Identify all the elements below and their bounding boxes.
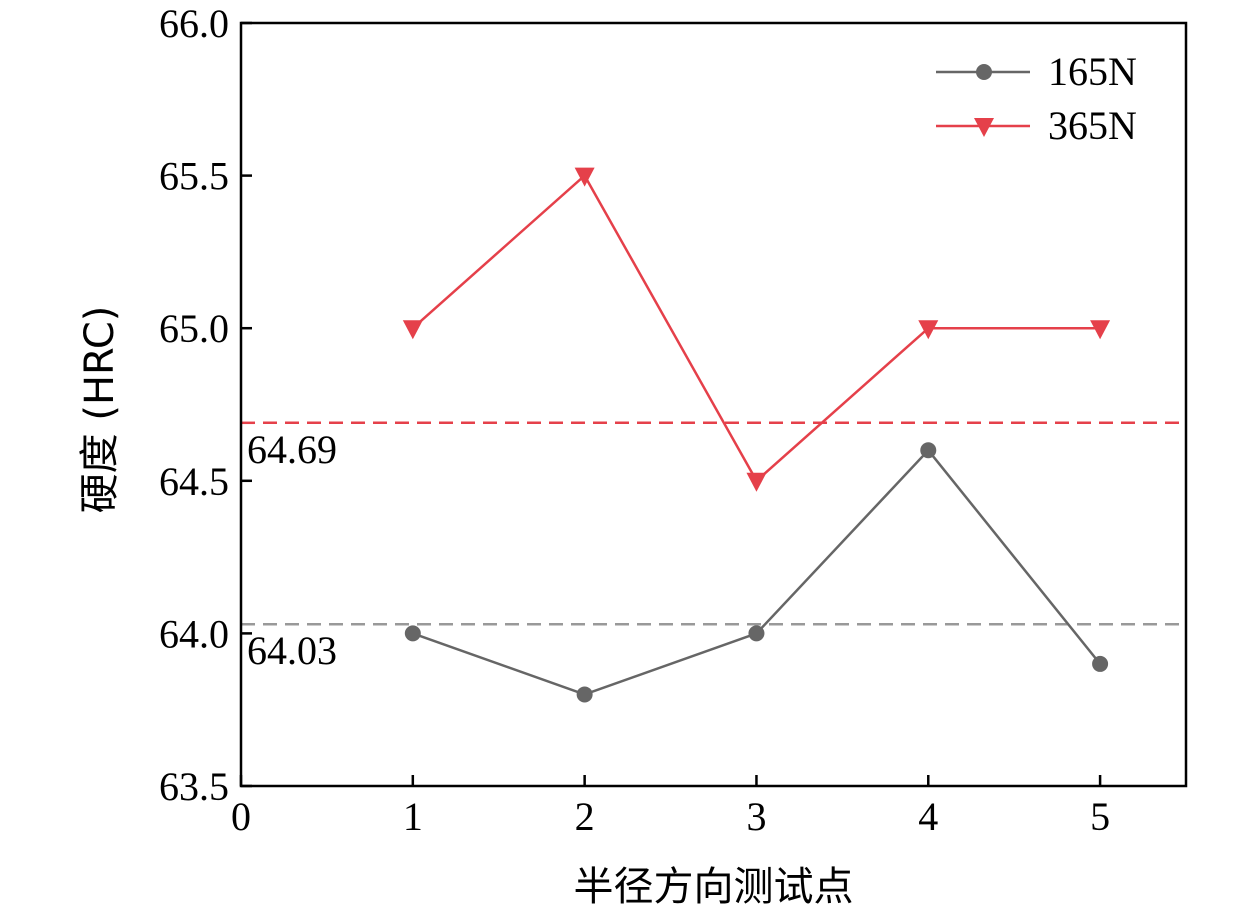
data-point-165N-2 (576, 686, 593, 703)
x-axis-title: 半径方向测试点 (574, 864, 854, 910)
x-tick-label: 2 (575, 794, 595, 839)
y-tick-label: 66.0 (159, 1, 229, 46)
x-tick-label: 4 (918, 794, 938, 839)
data-point-365N-1 (402, 320, 423, 340)
y-tick-label: 64.5 (159, 459, 229, 504)
legend-marker-365N (974, 118, 994, 137)
data-point-365N-5 (1090, 320, 1111, 340)
data-point-365N-3 (746, 472, 767, 492)
data-point-365N-4 (918, 320, 939, 340)
x-tick-label: 1 (403, 794, 423, 839)
legend-label-365N: 365N (1048, 103, 1137, 148)
y-tick-label: 64.0 (159, 611, 229, 656)
legend-label-165N: 165N (1048, 49, 1137, 94)
data-point-365N-2 (574, 167, 595, 187)
x-tick-label: 0 (231, 794, 251, 839)
x-tick-label: 3 (746, 794, 766, 839)
x-tick-label: 5 (1090, 794, 1110, 839)
y-tick-label: 63.5 (159, 764, 229, 809)
data-point-165N-1 (404, 625, 421, 642)
reference-label-165N: 64.03 (247, 628, 337, 673)
y-tick-label: 65.0 (159, 306, 229, 351)
plot-frame (239, 21, 1188, 788)
reference-label-365N: 64.69 (247, 427, 337, 472)
legend: 165N 365N (936, 49, 1137, 148)
y-tick-label: 65.5 (159, 154, 229, 199)
data-point-165N-4 (920, 442, 937, 459)
data-point-165N-3 (748, 625, 765, 642)
series-line-365N (411, 173, 1101, 483)
legend-marker-165N (976, 64, 992, 80)
data-point-165N-5 (1092, 655, 1109, 672)
y-axis-title: 硬度 (HRC) (77, 306, 123, 514)
